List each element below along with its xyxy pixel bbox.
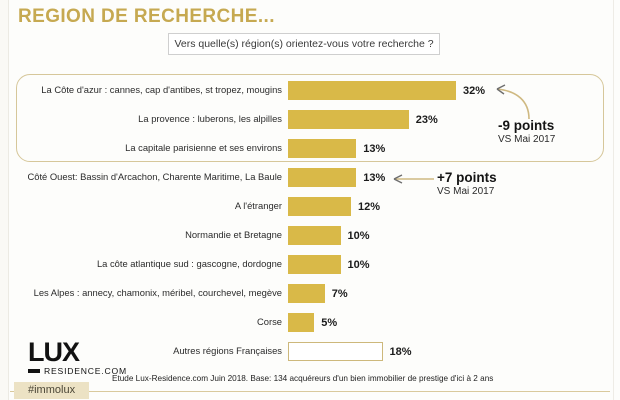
annotation-plus-7-main: +7 points (437, 170, 497, 185)
bar-value-label: 5% (321, 316, 338, 329)
bar-category-label: A l'étranger (234, 200, 282, 212)
annotation-minus-9-sub: VS Mai 2017 (498, 134, 556, 145)
bar (288, 197, 351, 216)
bar-zone: 13% (288, 163, 620, 192)
slide-left-edge-line (8, 0, 9, 400)
bar-zone: 32% (288, 76, 620, 105)
annotation-arrow-straight (388, 172, 436, 191)
bar (288, 342, 383, 361)
table-row: La capitale parisienne et ses environs 13… (0, 134, 620, 163)
bar (288, 284, 325, 303)
logo-domain-text: RESIDENCE.COM (44, 366, 127, 377)
hashtag-badge: #immolux (14, 382, 90, 399)
bar-value-label: 7% (331, 287, 348, 300)
table-row: Les Alpes : annecy, chamonix, méribel, c… (0, 279, 620, 308)
table-row: Corse 5% (0, 308, 620, 337)
bar-category-label: Normandie et Bretagne (185, 229, 282, 241)
bottom-bar: #immolux (0, 382, 620, 400)
bar (288, 81, 456, 100)
lux-residence-logo: LUX RESIDENCE.COM (28, 337, 148, 376)
annotation-arrow-curved (487, 83, 533, 128)
bar-value-label: 10% (347, 229, 370, 242)
table-row: La provence : luberons, les alpilles 23% (0, 105, 620, 134)
bar (288, 139, 357, 158)
bar-chart: La Côte d'azur : cannes, cap d'antibes, … (0, 76, 620, 366)
bar-category-label: La provence : luberons, les alpilles (138, 113, 282, 125)
slide-right-edge-line (613, 0, 614, 400)
bottom-rule (10, 391, 610, 392)
bar (288, 313, 315, 332)
bar (288, 168, 357, 187)
bar-zone: 18% (288, 337, 620, 366)
bar (288, 110, 409, 129)
bar-zone: 13% (288, 134, 620, 163)
source-note: Etude Lux-Residence.com Juin 2018. Base:… (112, 374, 494, 383)
table-row: La côte atlantique sud : gascogne, dordo… (0, 250, 620, 279)
bar-zone: 7% (288, 279, 620, 308)
bar-category-label: Autres régions Françaises (173, 345, 282, 357)
table-row: Côté Ouest: Bassin d'Arcachon, Charente … (0, 163, 620, 192)
logo-subrow: RESIDENCE.COM (28, 366, 148, 376)
bar-category-label: Côté Ouest: Bassin d'Arcachon, Charente … (27, 171, 282, 183)
logo-dash-icon (28, 369, 40, 374)
bar-value-label: 10% (347, 258, 370, 271)
table-row: Normandie et Bretagne 10% (0, 221, 620, 250)
bar-value-label: 23% (415, 113, 438, 126)
bar-value-label: 13% (363, 171, 386, 184)
bar-category-label: La capitale parisienne et ses environs (125, 142, 282, 154)
bar-value-label: 13% (363, 142, 386, 155)
bar (288, 226, 341, 245)
bar-category-label: Les Alpes : annecy, chamonix, méribel, c… (33, 287, 282, 299)
bar-category-label: La Côte d'azur : cannes, cap d'antibes, … (41, 84, 282, 96)
table-row: A l'étranger 12% (0, 192, 620, 221)
bar-zone: 23% (288, 105, 620, 134)
annotation-plus-7-points: +7 points VS Mai 2017 (437, 170, 497, 197)
slide-left-edge-tint (0, 0, 9, 400)
bar-zone: 12% (288, 192, 620, 221)
table-row: La Côte d'azur : cannes, cap d'antibes, … (0, 76, 620, 105)
bar-zone: 10% (288, 221, 620, 250)
annotation-plus-7-sub: VS Mai 2017 (437, 186, 495, 197)
top-results-highlight-box (16, 74, 604, 162)
bar-value-label: 18% (389, 345, 412, 358)
bar (288, 255, 341, 274)
page-title: REGION DE RECHERCHE... (18, 6, 275, 27)
bar-value-label: 12% (358, 200, 381, 213)
bar-zone: 5% (288, 308, 620, 337)
annotation-minus-9-points: -9 points VS Mai 2017 (498, 118, 555, 145)
bar-category-label: La côte atlantique sud : gascogne, dordo… (96, 258, 282, 270)
table-row: Autres régions Françaises 18% (0, 337, 620, 366)
annotation-minus-9-main: -9 points (498, 118, 555, 133)
survey-question-text: Vers quelle(s) région(s) orientez-vous v… (174, 38, 434, 50)
bar-value-label: 32% (463, 84, 486, 97)
survey-question-box: Vers quelle(s) région(s) orientez-vous v… (168, 33, 440, 55)
logo-wordmark: LUX (28, 337, 80, 367)
bar-zone: 10% (288, 250, 620, 279)
bar-category-label: Corse (256, 316, 282, 328)
